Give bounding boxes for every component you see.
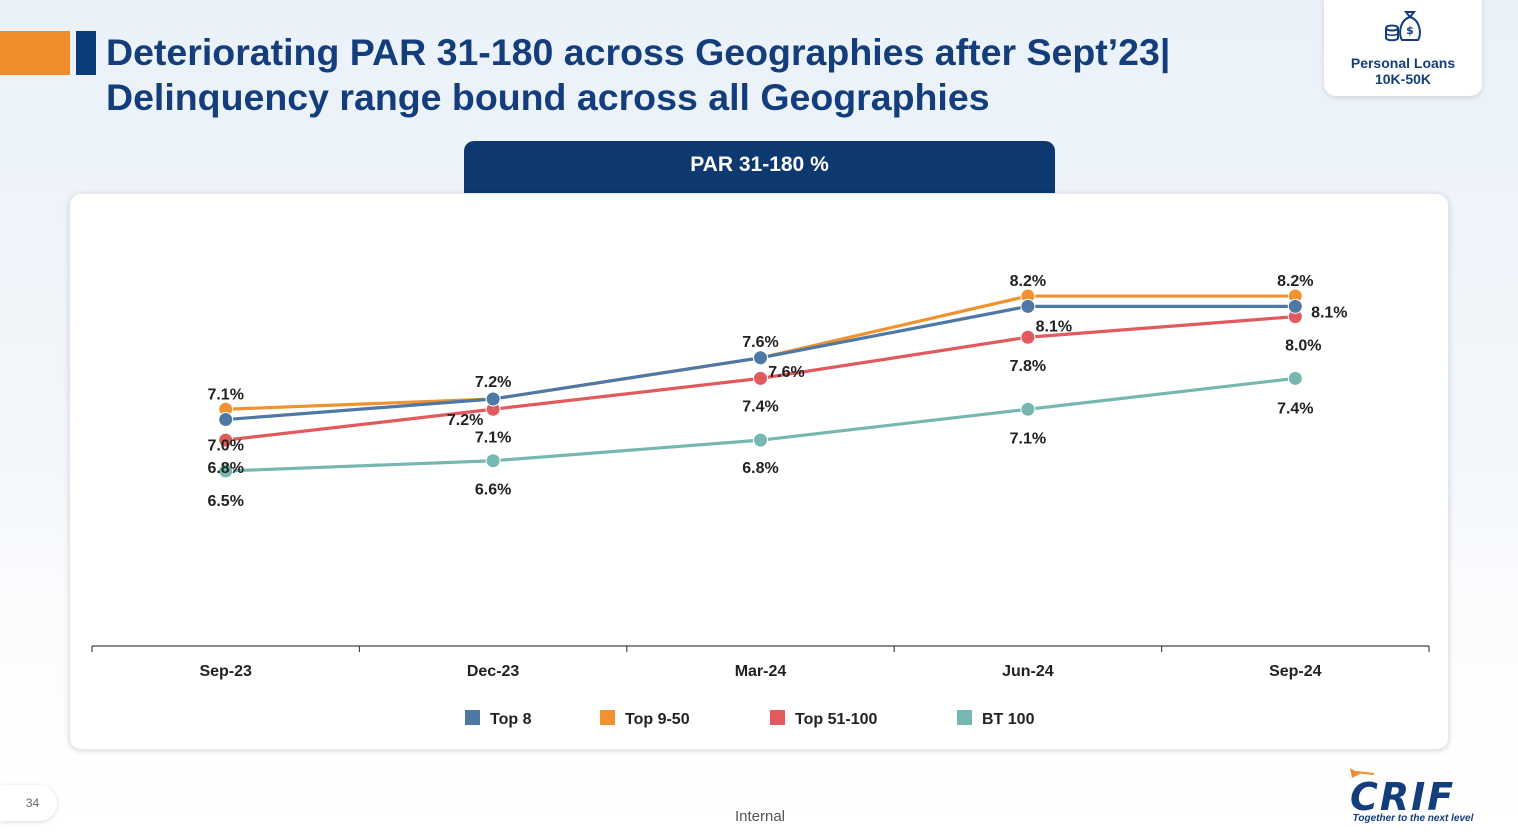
data-point-bt-100	[753, 432, 768, 448]
money-bag-coins-icon: $	[1385, 11, 1421, 42]
chart-card: Sep-23 Dec-23 Mar-24 Jun-24 Sep-24 7.0% 7.2% 7.…	[69, 193, 1449, 750]
data-label: 7.4%	[1277, 400, 1313, 417]
data-point-bt-100	[218, 463, 234, 479]
legend-label: Top 8	[490, 711, 532, 728]
data-point-bt-100	[1287, 370, 1303, 386]
data-label: 7.0%	[207, 438, 243, 455]
footer-classification: Internal	[734, 808, 786, 825]
data-label: 7.8%	[1010, 358, 1046, 375]
legend-label: Top 9-50	[625, 711, 690, 728]
data-point-bt-100	[485, 453, 501, 469]
data-point-bt-100	[1020, 401, 1036, 417]
x-tick-label: Jun-24	[1002, 663, 1054, 680]
data-label: 7.4%	[742, 398, 778, 415]
data-point-top-8	[218, 412, 234, 428]
data-label: 7.2%	[475, 374, 511, 391]
x-tick-label: Sep-24	[1269, 663, 1322, 680]
title-accent-navy	[76, 31, 96, 75]
legend-swatch	[600, 710, 615, 725]
x-tick-label: Dec-23	[467, 663, 520, 680]
data-label: 8.1%	[1311, 304, 1347, 321]
data-label: 7.1%	[207, 386, 243, 403]
data-label: 7.1%	[1010, 430, 1046, 447]
legend-label: Top 51-100	[795, 711, 878, 728]
series-line-bt-100	[225, 376, 1296, 473]
data-label: 6.8%	[742, 460, 778, 477]
data-label: 7.2%	[447, 412, 483, 429]
data-label: 7.6%	[768, 364, 804, 381]
chart-title: PAR 31-180 %	[464, 141, 1055, 193]
data-point-top-8	[1020, 298, 1036, 314]
data-point-top-51-100	[1020, 329, 1036, 345]
line-chart: Sep-23 Dec-23 Mar-24 Jun-24 Sep-247.0%7.2%7.…	[91, 273, 1430, 728]
x-tick-label: Sep-23	[199, 663, 252, 680]
data-label: 7.6%	[742, 334, 778, 351]
legend-swatch	[465, 710, 480, 725]
data-label: 8.2%	[1277, 273, 1313, 290]
svg-text:$: $	[1406, 24, 1414, 37]
data-label: 8.2%	[1010, 273, 1046, 290]
data-point-top-8	[753, 350, 768, 366]
data-point-top-8	[1287, 298, 1303, 314]
legend-label: BT 100	[982, 711, 1035, 728]
badge-line2: 10K-50K	[1374, 71, 1432, 87]
slide-title: Deteriorating PAR 31-180 across Geograph…	[106, 31, 1171, 118]
legend-swatch	[957, 710, 972, 725]
data-point-top-51-100	[753, 370, 768, 386]
x-tick-label: Mar-24	[735, 663, 787, 680]
data-label: 6.6%	[475, 482, 511, 499]
data-label: 7.1%	[475, 429, 511, 446]
data-label: 6.5%	[207, 493, 243, 510]
logo-tagline: Together to the next level	[1352, 813, 1474, 824]
badge-line1: Personal Loans	[1350, 55, 1456, 71]
data-label: 8.1%	[1036, 318, 1072, 335]
data-label: 8.0%	[1285, 338, 1321, 355]
title-accent-orange	[0, 31, 70, 75]
product-badge: $ Personal Loans 10K-50K	[1324, 0, 1482, 96]
page-number: 34	[0, 785, 57, 821]
data-label: 6.8%	[207, 460, 243, 477]
legend-swatch	[770, 710, 785, 725]
crif-logo: CRIF	[1350, 768, 1455, 819]
svg-text:CRIF: CRIF	[1350, 775, 1455, 819]
data-point-top-51-100	[218, 432, 234, 448]
data-point-top-8	[485, 391, 501, 407]
